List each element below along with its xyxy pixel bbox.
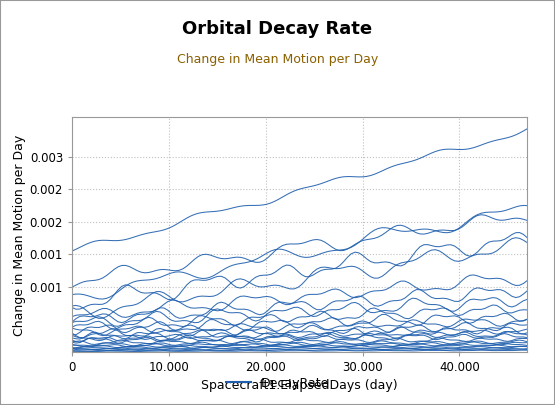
Legend: DecayRate: DecayRate (221, 372, 334, 395)
Text: Change in Mean Motion per Day: Change in Mean Motion per Day (177, 53, 378, 66)
Text: Orbital Decay Rate: Orbital Decay Rate (183, 20, 372, 38)
Y-axis label: Change in Mean Motion per Day: Change in Mean Motion per Day (13, 134, 26, 335)
X-axis label: Spacecraft1.ElapsedDays (day): Spacecraft1.ElapsedDays (day) (201, 379, 398, 392)
